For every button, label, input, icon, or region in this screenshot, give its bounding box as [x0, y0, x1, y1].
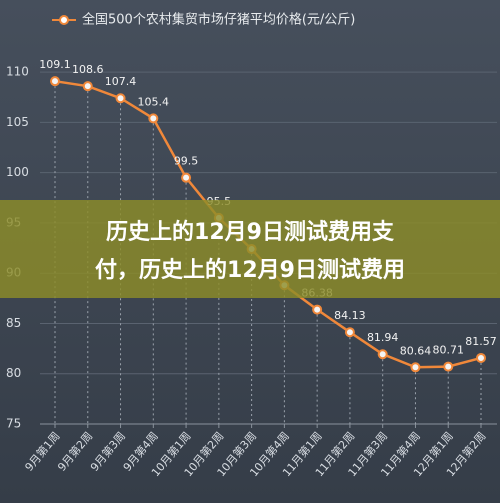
value-label: 81.57 — [465, 335, 497, 348]
banner — [0, 200, 500, 298]
legend-marker — [59, 15, 69, 25]
value-label: 105.4 — [138, 95, 170, 108]
y-tick-label: 100 — [6, 165, 29, 179]
point — [344, 327, 355, 338]
point — [443, 361, 454, 372]
y-tick-label: 85 — [6, 316, 21, 330]
value-label: 99.5 — [174, 155, 199, 168]
point — [50, 76, 60, 87]
value-label: 81.94 — [367, 331, 399, 344]
y-tick-label: 110 — [6, 65, 29, 79]
value-label: 80.64 — [400, 344, 432, 357]
value-label: 80.71 — [432, 344, 464, 357]
point — [148, 113, 159, 124]
point — [312, 304, 323, 315]
point — [115, 93, 126, 104]
banner-text: 付，历史上的12月9日测试费用 — [95, 257, 405, 283]
y-tick-label: 80 — [6, 366, 21, 380]
point — [476, 352, 486, 363]
point — [377, 349, 388, 360]
y-tick-label: 75 — [6, 417, 21, 431]
point — [181, 172, 192, 183]
y-tick-label: 105 — [6, 115, 29, 129]
value-label: 108.6 — [72, 63, 104, 76]
value-label: 109.1 — [39, 58, 71, 71]
point — [410, 362, 421, 373]
value-label: 84.13 — [334, 309, 366, 322]
legend-label: 全国500个农村集贸市场仔猪平均价格(元/公斤) — [82, 12, 355, 28]
value-label: 107.4 — [105, 75, 137, 88]
banner-text: 历史上的12月9日测试费用支 — [106, 219, 395, 245]
point — [82, 81, 93, 92]
